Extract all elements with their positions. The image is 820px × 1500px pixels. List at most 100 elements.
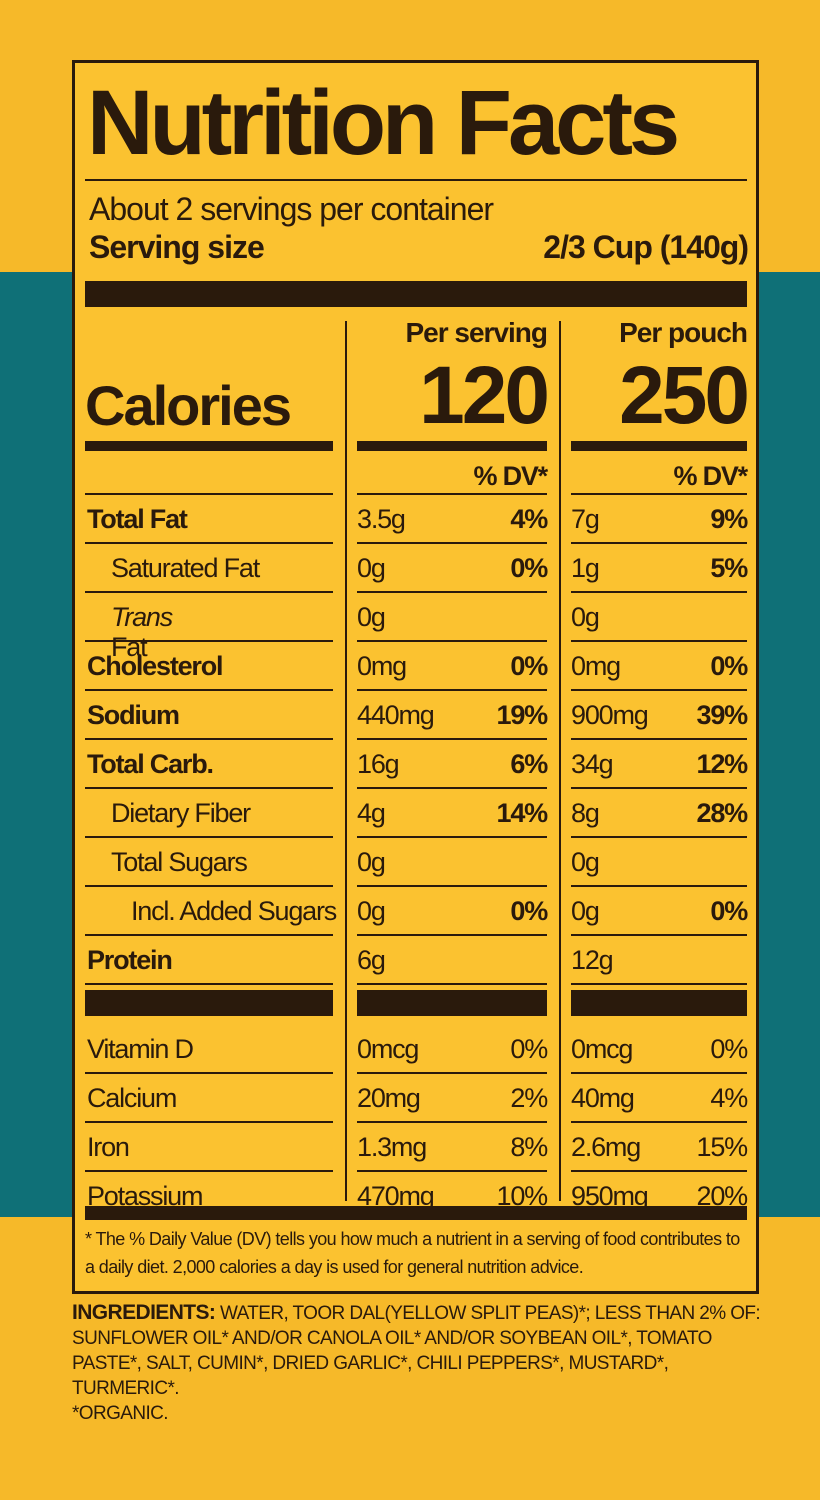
nutrient-name: Total Fat: [87, 504, 188, 534]
nutrient-name: Sodium: [87, 700, 180, 730]
nutrient-name-text: Cholesterol: [87, 651, 224, 681]
amount: 0g: [357, 847, 386, 877]
amount: 3.5g: [357, 504, 406, 534]
nutrient-name-text: Sodium: [87, 700, 180, 730]
row-rule: [357, 1121, 547, 1123]
nutrition-label: Nutrition Facts About 2 servings per con…: [72, 60, 759, 1294]
amount: 1g: [571, 553, 600, 583]
daily-value: 0%: [510, 553, 548, 583]
column-heading: Per serving: [405, 317, 548, 348]
row-rule: [571, 591, 747, 593]
nutrient-name-text: Saturated Fat: [111, 553, 260, 583]
calories-label: Calories: [85, 374, 292, 437]
nutrient-name-italic: Trans: [111, 602, 173, 632]
row-rule: [85, 983, 333, 985]
nutrient-name-text: Dietary Fiber: [111, 798, 251, 828]
row-rule: [357, 493, 547, 495]
thick-bar: [357, 990, 547, 1016]
row-rule: [571, 542, 747, 544]
daily-value: 0%: [710, 896, 748, 926]
nutrient-name: Cholesterol: [87, 651, 224, 681]
daily-value: 19%: [496, 700, 549, 730]
row-rule: [85, 1170, 333, 1172]
daily-value: 14%: [496, 798, 549, 828]
row-rule: [357, 1170, 547, 1172]
row-rule: [85, 493, 333, 495]
amount: 0g: [357, 896, 386, 926]
amount: 2.6mg: [571, 1132, 641, 1162]
footnote: * The % Daily Value (DV) tells you how m…: [85, 1229, 740, 1277]
nutrient-name-text: Incl. Added Sugars: [131, 896, 337, 926]
ingredients-note: *ORGANIC.: [72, 1403, 169, 1424]
nutrient-name-text: Total Fat: [87, 504, 188, 534]
nutrient-name: Incl. Added Sugars: [131, 896, 337, 926]
row-rule: [85, 836, 333, 838]
nutrient-name: Total Carb.: [87, 749, 214, 779]
amount: 4g: [357, 798, 386, 828]
amount: 34g: [571, 749, 614, 779]
row-rule: [571, 787, 747, 789]
amount: 0mg: [357, 651, 407, 681]
dv-heading: % DV*: [473, 461, 548, 491]
daily-value: 0%: [710, 651, 748, 681]
ingredients-label: INGREDIENTS:: [72, 1301, 216, 1324]
row-rule: [357, 591, 547, 593]
daily-value: 0%: [510, 1034, 548, 1064]
daily-value: 6%: [510, 749, 548, 779]
vitamin-name: Iron: [87, 1132, 130, 1162]
amount: 7g: [571, 504, 600, 534]
amount: 40mg: [571, 1083, 635, 1113]
nutrient-name-text: Protein: [87, 945, 173, 975]
daily-value: 15%: [696, 1132, 749, 1162]
row-rule: [571, 885, 747, 887]
vitamin-name: Vitamin D: [87, 1034, 194, 1064]
row-rule: [85, 1121, 333, 1123]
thick-bar: [85, 990, 333, 1016]
nutrient-name-text: Total Carb.: [87, 749, 214, 779]
amount: 0g: [571, 602, 600, 632]
row-rule: [571, 836, 747, 838]
row-rule: [85, 1072, 333, 1074]
daily-value: 8%: [510, 1132, 548, 1162]
row-rule: [85, 934, 333, 936]
thick-rule: [571, 441, 747, 451]
nutrient-name-text: Fat: [111, 632, 148, 662]
nutrient-name: Total Sugars: [111, 847, 248, 877]
row-rule: [85, 787, 333, 789]
row-rule: [357, 885, 547, 887]
row-rule: [571, 689, 747, 691]
amount: 950mg: [571, 1181, 649, 1211]
daily-value: 20%: [696, 1181, 749, 1211]
nutrient-name-text: Total Sugars: [111, 847, 248, 877]
row-rule: [85, 738, 333, 740]
vitamin-name: Potassium: [87, 1181, 203, 1211]
row-rule: [571, 1121, 747, 1123]
row-rule: [85, 591, 333, 593]
daily-value: 10%: [496, 1181, 549, 1211]
calories-value: 250: [619, 350, 750, 441]
row-rule: [571, 738, 747, 740]
row-rule: [571, 1170, 747, 1172]
row-rule: [571, 1072, 747, 1074]
nutrient-name: Dietary Fiber: [111, 798, 251, 828]
vitamin-name: Calcium: [87, 1083, 177, 1113]
daily-value: 0%: [510, 896, 548, 926]
row-rule: [357, 738, 547, 740]
servings: About 2 servings per container: [89, 191, 494, 227]
row-rule: [357, 934, 547, 936]
row-rule: [85, 640, 333, 642]
calories-value: 120: [419, 350, 550, 441]
daily-value: 0%: [510, 651, 548, 681]
daily-value: 5%: [710, 553, 748, 583]
row-rule: [85, 542, 333, 544]
daily-value: 12%: [696, 749, 749, 779]
amount: 12g: [571, 945, 614, 975]
amount: 0mcg: [571, 1034, 633, 1064]
amount: 0g: [357, 602, 386, 632]
amount: 0g: [571, 847, 600, 877]
ingredients: INGREDIENTS: WATER, TOOR DAL(YELLOW SPLI…: [72, 1300, 762, 1426]
serving-size-value: 2/3 Cup (140g): [543, 229, 749, 265]
amount: 6g: [357, 945, 386, 975]
amount: 8g: [571, 798, 600, 828]
